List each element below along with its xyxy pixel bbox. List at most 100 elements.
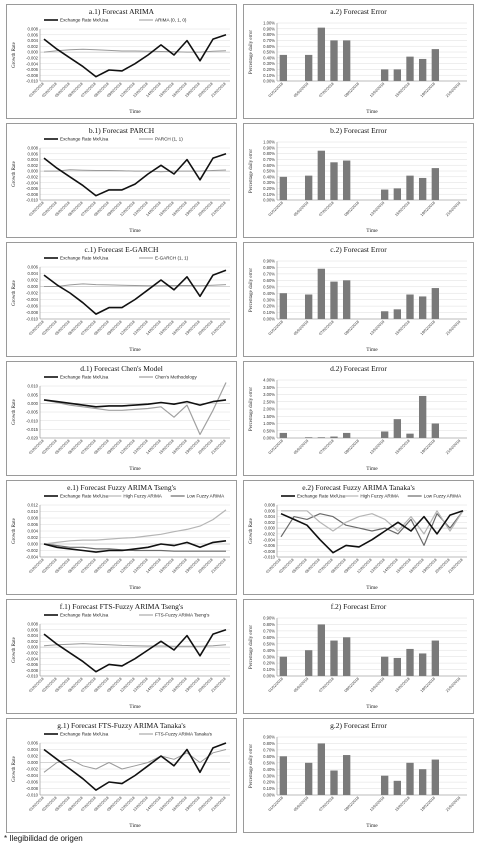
- y-tick-label: 0.000: [265, 526, 276, 531]
- series-line: [43, 509, 227, 545]
- bar: [279, 176, 288, 200]
- legend-label: Exchange Rate Mx/Usa: [60, 732, 109, 737]
- bar: [380, 775, 389, 795]
- bar: [406, 433, 414, 438]
- bar: [330, 40, 338, 81]
- legend-label: E-GARCH (1, 1): [155, 256, 189, 261]
- y-tick-label: 0.006: [28, 522, 39, 527]
- legend-label: Exchange Rate Mx/Usa: [60, 494, 109, 499]
- bar: [406, 56, 414, 81]
- series-line: [43, 540, 227, 553]
- y-tick-label: 0.90%: [263, 259, 275, 264]
- x-tick-label: 21/02/2018: [445, 677, 461, 693]
- y-tick-label: -0.002: [26, 55, 39, 60]
- legend-label: Exchange Rate Mx/Usa: [60, 18, 109, 23]
- y-tick-label: 0.002: [265, 520, 276, 525]
- bar: [393, 657, 402, 676]
- y-tick-label: 0.006: [28, 32, 39, 37]
- y-tick-label: 0.00%: [263, 674, 275, 679]
- x-tick-label: 01/02/2018: [268, 320, 284, 336]
- y-tick-label: -0.008: [263, 549, 276, 554]
- y-tick-label: -0.002: [26, 291, 39, 296]
- bar: [418, 769, 427, 795]
- chart-f1: f.1) Forecast FTS-Fuzzy ARIMA Tseng's 0.0…: [12, 602, 230, 710]
- bar: [380, 189, 389, 200]
- series-line: [280, 510, 464, 547]
- series-line: [44, 169, 227, 173]
- y-tick-label: 0.004: [28, 747, 39, 752]
- y-tick-label: 0.002: [28, 754, 39, 759]
- bar: [380, 656, 389, 676]
- y-tick-label: 0.008: [28, 622, 39, 627]
- y-axis-label: Growth Rate: [12, 279, 17, 305]
- x-axis-label: Time: [366, 585, 378, 591]
- x-axis-label: Time: [366, 704, 378, 710]
- x-axis-label: Time: [129, 228, 141, 234]
- panel-e1: e.1) Forecast Fuzzy ARIMA Tseng's 0.012 0.…: [6, 480, 237, 595]
- y-tick-label: 0.004: [28, 38, 39, 43]
- y-tick-label: 0.90%: [263, 145, 275, 150]
- bar: [342, 160, 351, 200]
- bar: [317, 150, 326, 200]
- y-tick-label: 1.50%: [263, 414, 275, 419]
- y-tick-label: 1.00%: [263, 421, 275, 426]
- bar: [330, 640, 338, 676]
- chart-title: d.2) Forecast Error: [330, 364, 387, 373]
- x-tick-label: 19/02/2018: [420, 677, 436, 693]
- chart-title: c.1) Forecast E-GARCH: [85, 245, 160, 254]
- y-tick-label: 0.000: [28, 542, 39, 547]
- x-tick-label: 13/02/2018: [369, 201, 385, 217]
- series-line: [43, 629, 227, 673]
- bar: [393, 780, 402, 795]
- y-axis-label: Growth Rate: [12, 755, 17, 781]
- x-tick-label: 13/02/2018: [369, 82, 385, 98]
- y-tick-label: 0.004: [28, 633, 39, 638]
- y-tick-label: 0.008: [28, 27, 39, 32]
- legend-label: FTS-Fuzzy ARIMA Tseng's: [155, 613, 210, 618]
- x-tick-label: 09/02/2018: [344, 796, 360, 812]
- x-tick-label: 01/02/2018: [268, 201, 284, 217]
- y-tick-label: -0.020: [26, 436, 39, 441]
- panel-e2: e.2) Forecast Fuzzy ARIMA Tanaka's 0.008 0…: [243, 480, 474, 595]
- x-tick-label: 07/02/2018: [318, 320, 334, 336]
- bar: [393, 188, 402, 200]
- y-tick-label: -0.002: [26, 548, 39, 553]
- y-tick-label: 0.50%: [263, 428, 275, 433]
- y-tick-label: 0.20%: [263, 780, 275, 785]
- x-tick-label: 07/02/2018: [318, 677, 334, 693]
- x-tick-label: 09/02/2018: [344, 677, 360, 693]
- bar: [330, 281, 338, 319]
- panel-g2: g.2) Forecast Error 0.90% 0.80% 0.70% 0.60% 0…: [243, 718, 474, 833]
- x-tick-label: 09/02/2018: [344, 82, 360, 98]
- bar: [431, 168, 440, 200]
- series-line: [281, 510, 464, 535]
- bar: [330, 770, 338, 795]
- y-tick-label: 0.30%: [263, 654, 275, 659]
- y-tick-label: 0.80%: [263, 32, 275, 37]
- bar: [342, 280, 351, 319]
- y-tick-label: 0.006: [28, 741, 39, 746]
- panel-b2: b.2) Forecast Error 1.00% 0.90% 0.80% 0.70% 0…: [243, 123, 474, 238]
- x-axis-label: Time: [366, 823, 378, 829]
- y-tick-label: 0.70%: [263, 747, 275, 752]
- series-line: [43, 399, 227, 408]
- y-tick-label: 0.002: [28, 278, 39, 283]
- y-axis-label: Percentage daily error: [249, 30, 254, 74]
- bar: [406, 762, 414, 795]
- bar: [431, 423, 440, 438]
- chart-title: f.2) Forecast Error: [331, 602, 387, 611]
- y-axis-label: Percentage daily error: [249, 387, 254, 431]
- x-tick-label: 19/02/2018: [420, 201, 436, 217]
- x-tick-label: 21/02/2018: [445, 320, 461, 336]
- y-tick-label: 0.40%: [263, 767, 275, 772]
- panel-d1: d.1) Forecast Chen's Model 0.010 0.005 0.00…: [6, 361, 237, 476]
- x-axis-label: Time: [129, 466, 141, 472]
- chart-g1: g.1) Forecast FTS-Fuzzy ARIMA Tanaka's 0.…: [12, 721, 230, 829]
- bar: [279, 432, 288, 438]
- x-tick-label: 15/02/2018: [394, 677, 410, 693]
- y-tick-label: 0.000: [28, 50, 39, 55]
- y-tick-label: -0.010: [26, 317, 39, 322]
- y-tick-label: 0.30%: [263, 297, 275, 302]
- chart-c2: c.2) Forecast Error0.90%0.80%0.70%0.60%0…: [249, 245, 467, 353]
- series-line: [43, 749, 227, 773]
